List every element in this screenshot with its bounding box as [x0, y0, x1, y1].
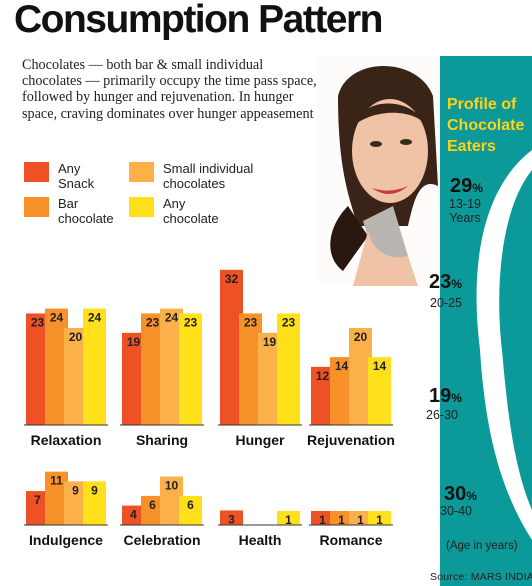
bar-value-label: 1 [357, 513, 364, 527]
bar-hunger-1 [220, 269, 243, 425]
bar-value-label: 1 [319, 513, 326, 527]
bar-indulgence-4 [83, 481, 106, 525]
legend-swatch-bar-chocolate [24, 197, 49, 217]
bar-health-4 [277, 511, 300, 525]
bar-relaxation-4 [83, 308, 106, 425]
bar-indulgence-2 [45, 471, 68, 525]
age-group-label-1: 13-19 Years [449, 197, 481, 225]
legend-label-any-snack: Any Snack [58, 161, 95, 191]
bar-hunger-2 [239, 313, 262, 425]
bar-value-label: 10 [165, 479, 179, 493]
age-note: (Age in years) [446, 540, 518, 552]
bar-value-label: 9 [72, 483, 79, 497]
profile-title: Profile of Chocolate Eaters [447, 96, 525, 155]
bar-value-label: 23 [146, 315, 160, 329]
intro-text: Chocolates — both bar & small individual… [22, 57, 317, 122]
bar-value-label: 6 [149, 498, 156, 512]
bar-sharing-4 [179, 313, 202, 425]
bar-indulgence-3 [64, 481, 87, 525]
bar-health-1 [220, 510, 243, 525]
bar-indulgence-1 [26, 491, 49, 525]
category-label-rejuvenation: Rejuvenation [307, 432, 395, 448]
bar-rejuvenation-3 [349, 328, 372, 425]
bar-romance-1 [311, 511, 334, 525]
bar-relaxation-3 [64, 328, 87, 425]
bar-value-label: 24 [165, 311, 179, 325]
bar-value-label: 4 [130, 508, 137, 522]
category-label-relaxation: Relaxation [31, 432, 102, 448]
category-label-hunger: Hunger [236, 432, 286, 448]
bar-romance-3 [349, 511, 372, 525]
category-label-celebration: Celebration [123, 532, 200, 548]
bar-value-label: 24 [50, 311, 64, 325]
age-group-label-2: 20-25 [430, 296, 462, 310]
bar-hunger-3 [258, 332, 281, 425]
page-title: Consumption Pattern [14, 0, 384, 41]
bar-value-label: 23 [282, 315, 296, 329]
age-group-label-3: 26-30 [426, 408, 458, 422]
bar-value-label: 23 [184, 315, 198, 329]
legend-swatch-any-chocolate [129, 197, 154, 217]
bar-value-label: 19 [127, 335, 141, 349]
bar-value-label: 20 [354, 330, 368, 344]
age-profile-ring [476, 150, 532, 540]
legend-label-small-individual: Small individual chocolates [163, 161, 254, 191]
bar-sharing-1 [122, 332, 145, 425]
bar-rejuvenation-2 [330, 357, 353, 425]
bar-value-label: 3 [228, 512, 235, 526]
bar-value-label: 14 [373, 359, 387, 373]
bar-celebration-1 [122, 505, 145, 525]
age-group-pct-4: 30% [444, 483, 477, 505]
bar-value-label: 1 [338, 513, 345, 527]
bar-value-label: 1 [285, 513, 292, 527]
legend-label-bar-chocolate: Bar chocolate [58, 196, 114, 226]
bar-value-label: 23 [244, 315, 258, 329]
bar-value-label: 14 [335, 359, 349, 373]
bar-value-label: 9 [91, 483, 98, 497]
bar-hunger-4 [277, 313, 300, 425]
age-group-pct-2: 23% [429, 271, 462, 293]
bar-value-label: 24 [88, 311, 102, 325]
legend-label-any-chocolate: Any chocolate [163, 196, 219, 226]
bar-value-label: 23 [31, 315, 45, 329]
bar-relaxation-1 [26, 313, 49, 425]
bar-value-label: 19 [263, 335, 277, 349]
bar-rejuvenation-1 [311, 366, 334, 425]
bar-value-label: 20 [69, 330, 83, 344]
bar-value-label: 32 [225, 272, 239, 286]
age-group-label-4: 30-40 [440, 504, 472, 518]
bar-romance-4 [368, 511, 391, 525]
bar-romance-2 [330, 511, 353, 525]
category-label-sharing: Sharing [136, 432, 188, 448]
bar-value-label: 1 [376, 513, 383, 527]
bar-rejuvenation-4 [368, 357, 391, 425]
category-label-indulgence: Indulgence [29, 532, 103, 548]
category-label-health: Health [239, 532, 282, 548]
woman-photo [318, 56, 443, 286]
legend-swatch-small-individual [129, 162, 154, 182]
bar-celebration-3 [160, 476, 183, 525]
legend-swatch-any-snack [24, 162, 49, 182]
category-label-romance: Romance [319, 532, 382, 548]
bar-celebration-2 [141, 495, 164, 525]
source-note: Source: MARS INDIA [430, 571, 532, 583]
bar-sharing-2 [141, 313, 164, 425]
age-group-pct-1: 29% [450, 175, 483, 197]
age-group-pct-3: 19% [429, 385, 462, 407]
bar-relaxation-2 [45, 308, 68, 425]
bar-value-label: 11 [50, 474, 63, 488]
bar-value-label: 12 [316, 369, 330, 383]
bar-value-label: 6 [187, 498, 194, 512]
bar-celebration-4 [179, 495, 202, 525]
bar-value-label: 7 [34, 493, 41, 507]
bar-sharing-3 [160, 308, 183, 425]
